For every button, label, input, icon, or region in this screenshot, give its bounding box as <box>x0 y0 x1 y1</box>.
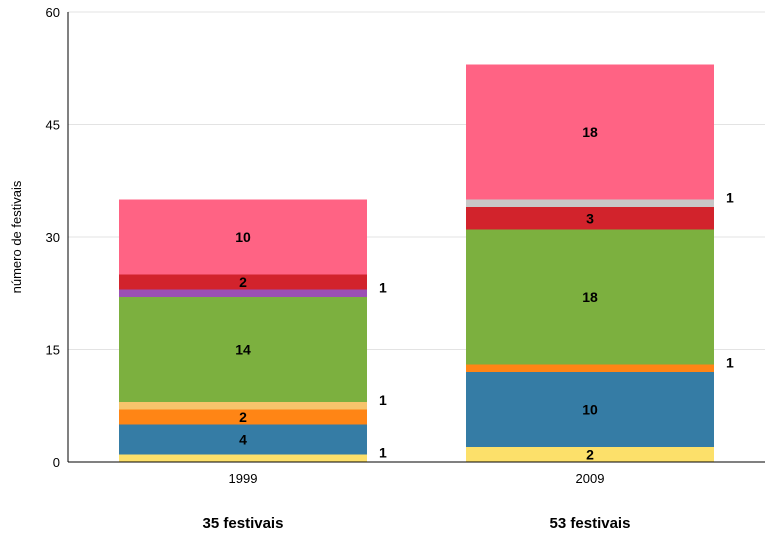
bar-segment <box>119 199 367 275</box>
bar-segment <box>119 454 367 462</box>
total-label: 53 festivais <box>550 515 631 532</box>
y-axis-label: número de festivais <box>9 180 24 293</box>
bar-segment <box>466 199 714 207</box>
segment-value-label: 2 <box>239 274 247 290</box>
x-tick-labels: 1999 2009 <box>229 471 605 486</box>
x-tick-label: 2009 <box>576 471 605 486</box>
segment-value-label: 10 <box>235 229 251 245</box>
segment-value-label: 1 <box>726 354 734 370</box>
y-tick-label: 60 <box>46 5 60 20</box>
y-tick-label: 0 <box>53 455 60 470</box>
bar-segment <box>119 402 367 410</box>
bar-segment <box>119 274 367 290</box>
segment-value-label: 18 <box>582 124 598 140</box>
segment-value-label: 2 <box>239 409 247 425</box>
total-labels: 35 festivais 53 festivais <box>203 515 631 532</box>
y-tick-labels: 0 15 30 45 60 <box>46 5 60 470</box>
y-tick-label: 45 <box>46 118 60 133</box>
segment-value-label: 1 <box>726 189 734 205</box>
bar-segment <box>119 297 367 402</box>
bar-segment <box>119 289 367 297</box>
bar-segment <box>466 229 714 365</box>
total-label: 35 festivais <box>203 515 284 532</box>
segment-value-label: 2 <box>586 447 594 463</box>
bar-segment <box>466 447 714 462</box>
segment-value-label: 4 <box>239 432 247 448</box>
bar-segment <box>119 409 367 425</box>
segment-value-label: 1 <box>379 392 387 408</box>
y-tick-label: 30 <box>46 230 60 245</box>
segment-value-label: 3 <box>586 210 594 226</box>
bar-segment <box>466 372 714 447</box>
segment-value-label: 1 <box>379 279 387 295</box>
bar-segment <box>466 364 714 372</box>
segment-value-label: 18 <box>582 289 598 305</box>
bar-segment <box>466 207 714 230</box>
x-tick-label: 1999 <box>229 471 258 486</box>
bars <box>119 64 714 462</box>
bar-segment <box>466 64 714 200</box>
segment-value-label: 1 <box>379 444 387 460</box>
segment-value-label: 14 <box>235 342 251 358</box>
bar-segment <box>119 424 367 455</box>
y-tick-label: 15 <box>46 343 60 358</box>
segment-value-label: 10 <box>582 402 598 418</box>
